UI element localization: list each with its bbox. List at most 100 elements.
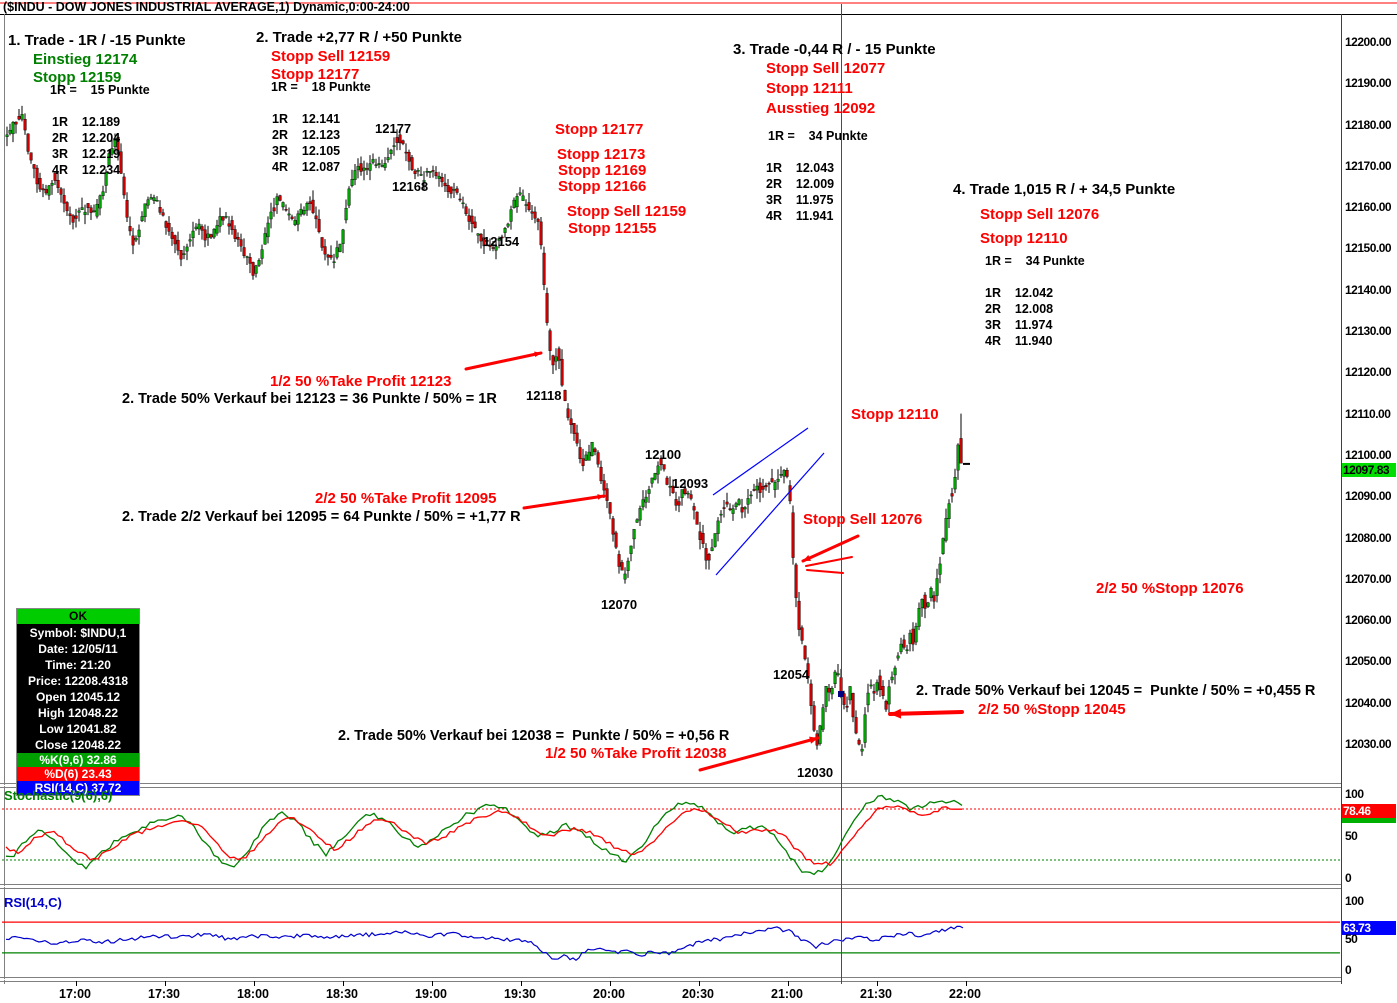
price-axis-label-12190: 12190.00: [1345, 76, 1392, 91]
annotation-price-12118: 12118: [526, 388, 562, 403]
time-axis-label-1930: 19:30: [504, 987, 536, 1001]
annotation-trade1-r3: 3R 12.219: [52, 147, 121, 161]
info-stoch-d: %D(6) 23.43: [17, 767, 139, 781]
price-axis-label-12140: 12140.00: [1345, 282, 1392, 297]
price-axis-label-12150: 12150.00: [1345, 241, 1392, 256]
annotation-price-12070: 12070: [601, 597, 638, 612]
annotation-trade4-header: 4. Trade 1,015 R / + 34,5 Punkte: [953, 181, 1176, 198]
price-axis-label-12060: 12060.00: [1345, 613, 1392, 628]
price-axis-label-12170: 12170.00: [1345, 158, 1392, 173]
annotation-price-12100: 12100: [645, 447, 682, 462]
info-time: Time: 21:20: [45, 658, 111, 672]
annotation-tp-12038: 1/2 50 %Take Profit 12038: [545, 745, 727, 762]
stochastic-panel-label: Stochastic(9(6),6): [4, 788, 113, 803]
data-window-ok-button[interactable]: OK: [17, 609, 139, 625]
annotation-trade1-header: 1. Trade - 1R / -15 Punkte: [8, 32, 186, 49]
annotation-trade3-ausstieg: Ausstieg 12092: [766, 100, 876, 117]
annotation-stopp-12076-label: 2/2 50 %Stopp 12076: [1096, 580, 1244, 597]
rsi-scale-label-50: 50: [1345, 932, 1358, 946]
info-rsi: RSI(14,C) 37.72: [17, 781, 139, 795]
time-axis-label-2130: 21:30: [860, 987, 892, 1001]
info-low: Low 12041.82: [39, 722, 117, 736]
info-open: Open 12045.12: [35, 690, 121, 704]
annotation-trade1-r2: 2R 12.204: [52, 131, 121, 145]
info-close: Close 12048.22: [34, 738, 122, 752]
time-axis-label-1800: 18:00: [237, 987, 269, 1001]
annotation-note-verkauf-12095: 2. Trade 2/2 Verkauf bei 12095 = 64 Punk…: [122, 509, 521, 525]
time-axis-label-1900: 19:00: [415, 987, 447, 1001]
annotation-trade1-risk: 1R = 15 Punkte: [50, 83, 150, 97]
price-axis-label-12080: 12080.00: [1345, 530, 1392, 545]
time-axis-label-2100: 21:00: [771, 987, 803, 1001]
price-axis-label-12120: 12120.00: [1345, 365, 1392, 380]
annotation-trade2-r2: 2R 12.123: [272, 128, 341, 142]
annotation-note-verkauf-12045: 2. Trade 50% Verkauf bei 12045 = Punkte …: [916, 683, 1316, 699]
stoch-scale-label-100: 100: [1345, 787, 1364, 801]
rsi-scale-label-100: 100: [1345, 894, 1364, 908]
annotation-tp-12123: 1/2 50 %Take Profit 12123: [270, 373, 452, 390]
annotation-trade3-r1: 1R 12.043: [766, 161, 835, 175]
annotation-trade2-header: 2. Trade +2,77 R / +50 Punkte: [256, 29, 462, 46]
annotation-trade1-einstieg: Einstieg 12174: [33, 51, 138, 68]
annotation-trade4-stopp: Stopp 12110: [980, 230, 1068, 247]
price-axis-label-12030: 12030.00: [1345, 736, 1392, 751]
annotation-trade3-stopp: Stopp 12111: [766, 80, 853, 97]
annotation-trade2-risk: 1R = 18 Punkte: [271, 80, 371, 94]
annotation-stopp-12045-label: 2/2 50 %Stopp 12045: [978, 701, 1126, 718]
info-stoch-k: %K(9,6) 32.86: [17, 753, 139, 767]
time-axis-label-2000: 20:00: [593, 987, 625, 1001]
annotation-tp-12095: 2/2 50 %Take Profit 12095: [315, 490, 497, 507]
stoch-scale-label-0: 0: [1345, 871, 1352, 885]
annotation-trade3-r4: 4R 11.941: [766, 209, 834, 223]
info-symbol: Symbol: $INDU,1: [29, 626, 127, 640]
annotation-trade3-r2: 2R 12.009: [766, 177, 835, 191]
annotation-stopp-sell-12076-label: Stopp Sell 12076: [803, 511, 923, 528]
annotation-trade1-r4: 4R 12.234: [52, 163, 121, 177]
info-date: Date: 12/05/11: [38, 642, 118, 656]
annotation-stopp-12173: Stopp 12173: [557, 146, 646, 163]
annotation-stopp-12110-label: Stopp 12110: [851, 406, 939, 423]
annotation-trade2-r4: 4R 12.087: [272, 160, 341, 174]
annotation-stopp-12166: Stopp 12166: [558, 178, 647, 195]
price-axis-label-12110: 12110.00: [1345, 406, 1391, 421]
annotation-stopp-sell-12159: Stopp Sell 12159: [567, 203, 687, 220]
price-axis-label-12040: 12040.00: [1345, 695, 1392, 710]
annotation-trade3-risk: 1R = 34 Punkte: [768, 129, 868, 143]
price-axis-label-12160: 12160.00: [1345, 200, 1392, 215]
rsi-scale-label-0: 0: [1345, 963, 1352, 977]
price-axis-label-12070: 12070.00: [1345, 571, 1392, 586]
annotation-note-verkauf-12038: 2. Trade 50% Verkauf bei 12038 = Punkte …: [338, 728, 730, 744]
stochastic-value-badge: 78.46: [1342, 804, 1396, 818]
price-axis-label-12090: 12090.00: [1345, 489, 1392, 504]
annotation-trade4-risk: 1R = 34 Punkte: [985, 254, 1085, 268]
rsi-value-badge: 63.73: [1342, 921, 1396, 935]
info-price: Price: 12208.4318: [27, 674, 129, 688]
annotation-stopp-12177: Stopp 12177: [555, 121, 644, 138]
data-window[interactable]: OK Symbol: $INDU,1 Date: 12/05/11 Time: …: [16, 608, 140, 796]
stoch-k-badge: [1342, 818, 1396, 823]
annotation-trade4-r3: 3R 11.974: [985, 318, 1053, 332]
rsi-panel-label: RSI(14,C): [4, 895, 62, 910]
stoch-scale-label-50: 50: [1345, 829, 1358, 843]
annotation-price-12054: 12054: [773, 667, 810, 682]
annotation-trade3-r3: 3R 11.975: [766, 193, 834, 207]
annotation-trade3-header: 3. Trade -0,44 R / - 15 Punkte: [733, 41, 936, 58]
annotation-price-12030: 12030: [797, 765, 834, 780]
annotation-price-12093: 12093: [672, 476, 709, 491]
annotation-trade4-r1: 1R 12.042: [985, 286, 1054, 300]
annotation-trade3-stopp-sell: Stopp Sell 12077: [766, 60, 886, 77]
annotation-trade4-r4: 4R 11.940: [985, 334, 1053, 348]
chart-title: ($INDU - DOW JONES INDUSTRIAL AVERAGE,1)…: [3, 0, 410, 14]
annotation-note-verkauf-12123: 2. Trade 50% Verkauf bei 12123 = 36 Punk…: [122, 391, 497, 407]
time-axis-label-2030: 20:30: [682, 987, 714, 1001]
price-axis-label-12100: 12100.00: [1345, 447, 1392, 462]
last-price-badge: 12097.83: [1342, 463, 1396, 477]
annotation-trade4-stopp-sell: Stopp Sell 12076: [980, 206, 1100, 223]
annotation-price-12154: 12154: [483, 234, 520, 249]
annotation-stopp-12169: Stopp 12169: [558, 162, 647, 179]
annotation-trade2-r3: 3R 12.105: [272, 144, 341, 158]
annotation-price-12168: 12168: [392, 179, 429, 194]
time-axis-label-1700: 17:00: [59, 987, 91, 1001]
price-axis-label-12200: 12200.00: [1345, 35, 1392, 49]
